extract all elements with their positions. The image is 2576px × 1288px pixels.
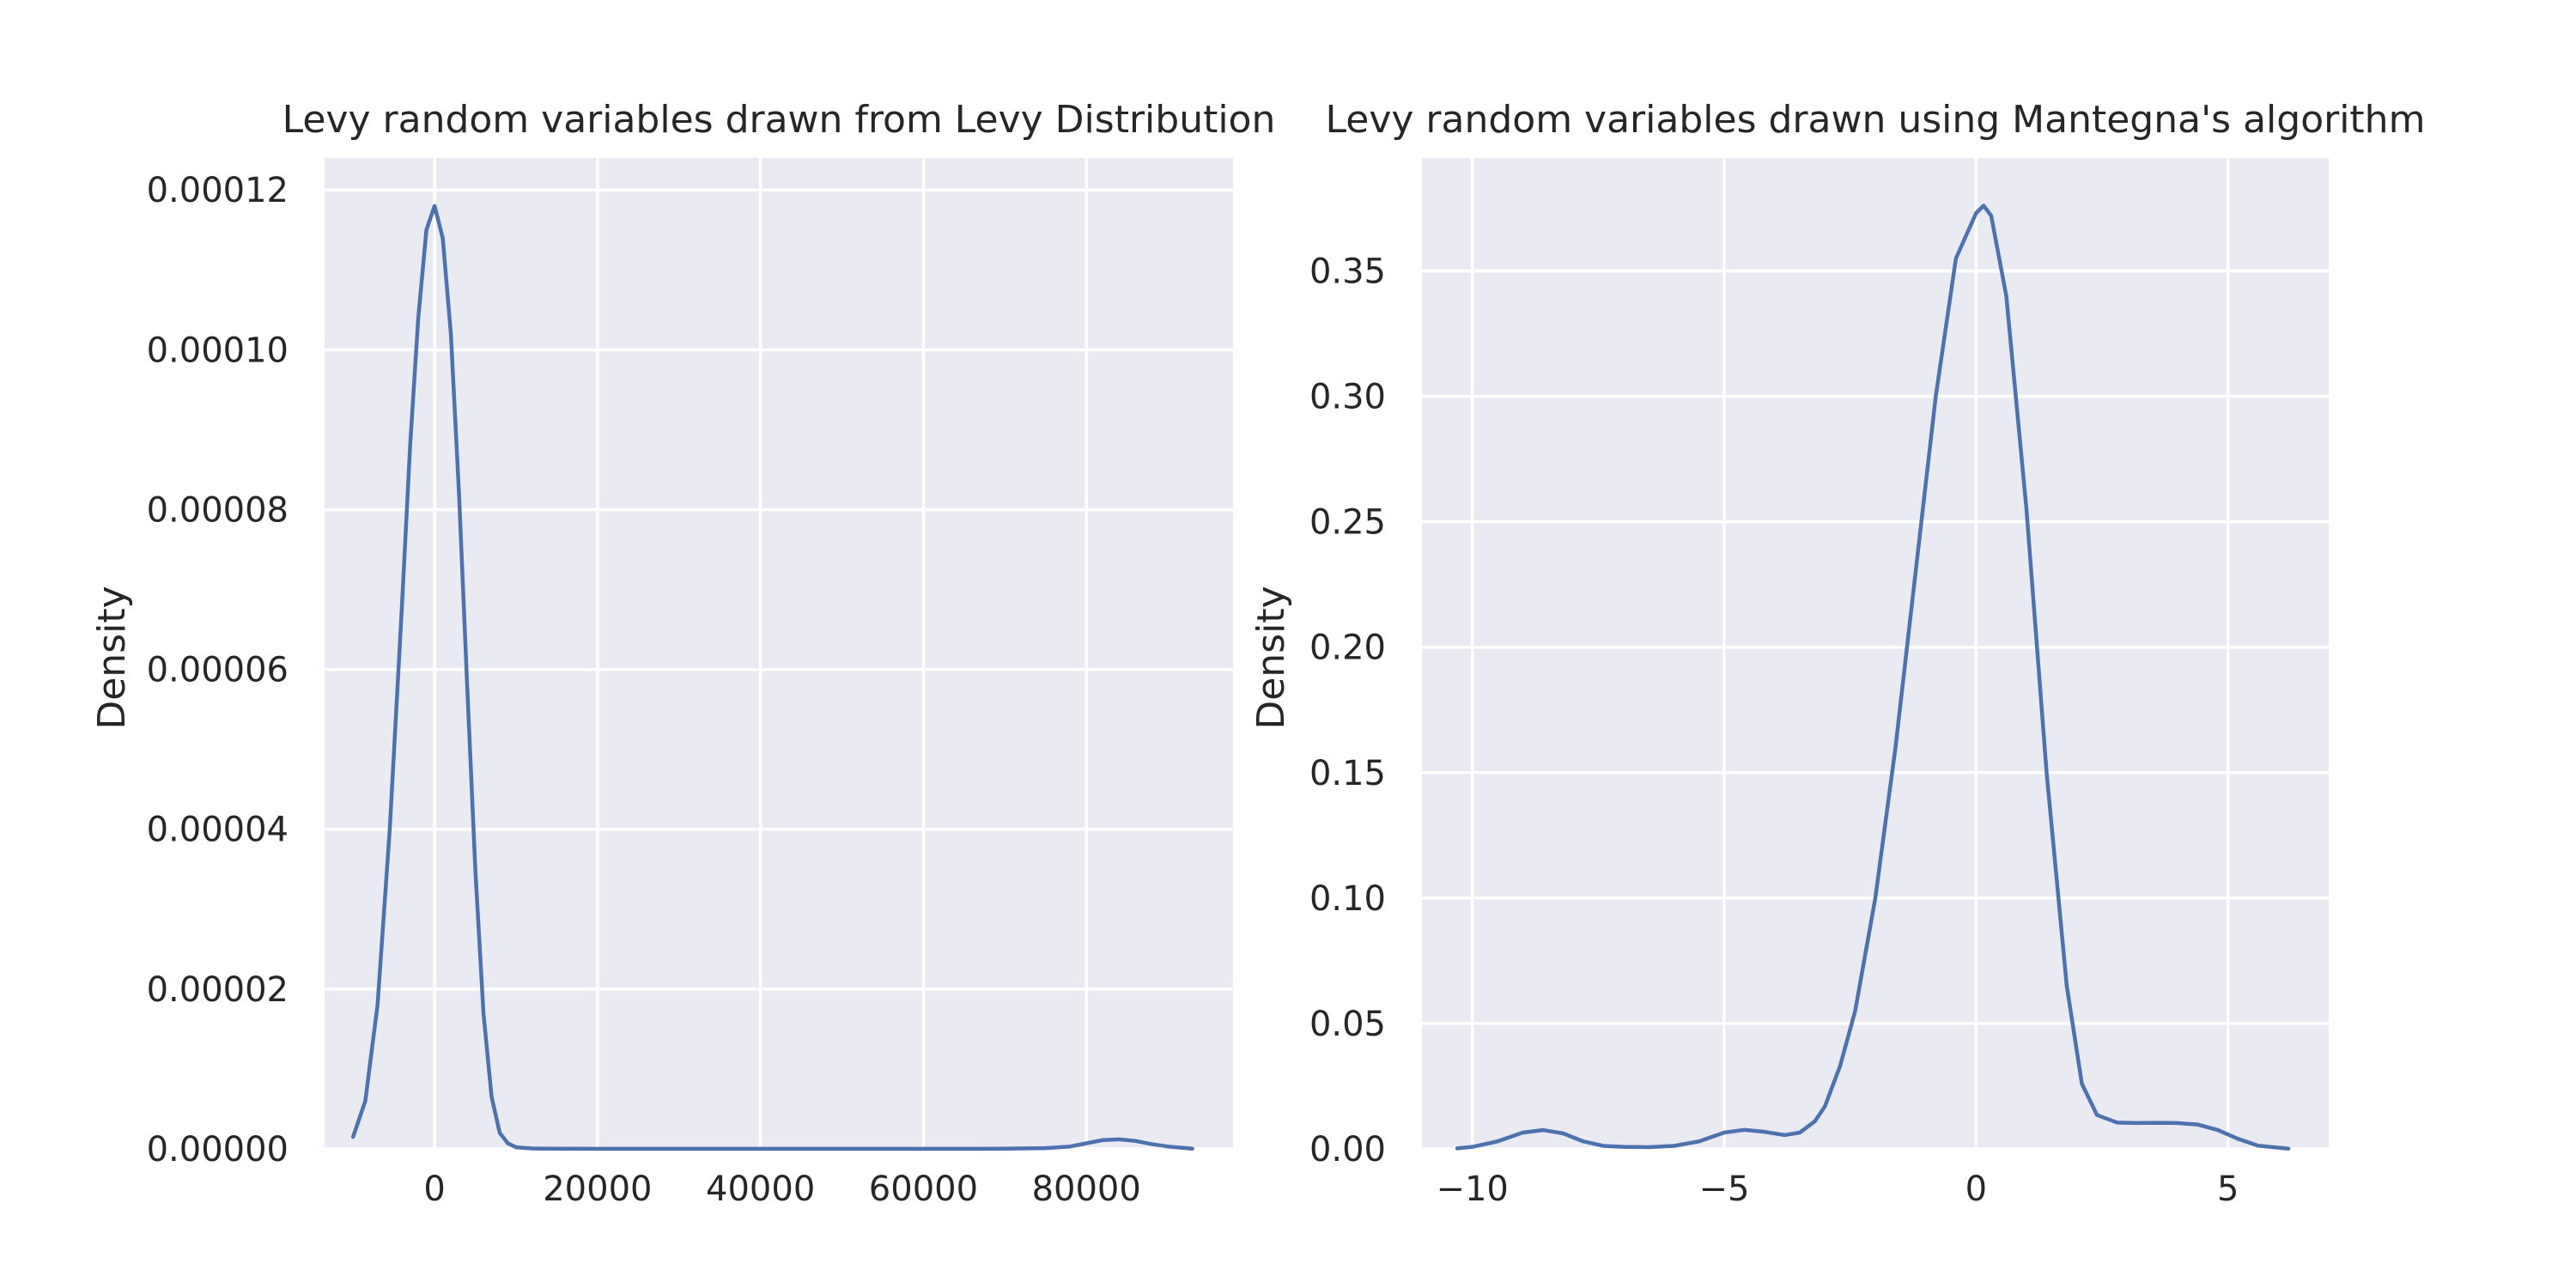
x-tick-label: 40000: [706, 1170, 815, 1209]
x-tick-label: 80000: [1032, 1170, 1141, 1209]
density-curve: [350, 204, 1194, 1151]
y-tick-label: 0.00002: [147, 970, 289, 1010]
y-tick-label: 0.00006: [147, 651, 289, 690]
y-tick-label: 0.00: [1309, 1130, 1386, 1170]
chart-panel-levy-distribution: 0 20000 40000 60000 80000 0.00000 0.00002 0.000…: [90, 98, 1275, 1209]
plot-area: [1422, 158, 2329, 1149]
y-tick-label: 0.20: [1309, 629, 1386, 668]
x-tick-label: 60000: [869, 1170, 978, 1209]
tick-labels: 0 20000 40000 60000 80000 0.00000 0.00002 0.000…: [147, 171, 1141, 1209]
plot-area: [325, 158, 1233, 1149]
y-tick-label: 0.00010: [147, 331, 289, 370]
x-tick-label: 0: [1965, 1170, 1987, 1209]
y-tick-label: 0.00004: [147, 811, 289, 850]
series-layer: [350, 204, 1194, 1151]
density-curve: [1455, 204, 2291, 1151]
y-tick-label: 0.00012: [147, 171, 289, 210]
y-axis-label: Density: [90, 586, 134, 729]
x-tick-label: 0: [423, 1170, 445, 1209]
y-tick-label: 0.35: [1309, 252, 1386, 291]
x-tick-label: 5: [2217, 1170, 2239, 1209]
y-tick-label: 0.15: [1309, 754, 1386, 793]
gridlines: [1422, 158, 2329, 1151]
x-tick-label: −5: [1699, 1170, 1750, 1209]
y-tick-label: 0.00000: [147, 1130, 289, 1170]
chart-title: Levy random variables drawn from Levy Di…: [283, 98, 1276, 142]
y-tick-label: 0.30: [1309, 378, 1386, 417]
y-tick-label: 0.10: [1309, 879, 1386, 919]
chart-panel-mantegna-algorithm: −10 −5 0 50.000.050.100.150.200.250.300.35 …: [1249, 98, 2425, 1209]
x-tick-label: 20000: [543, 1170, 652, 1209]
gridlines: [325, 158, 1233, 1151]
y-tick-label: 0.05: [1309, 1005, 1386, 1044]
chart-title: Levy random variables drawn using Manteg…: [1326, 98, 2426, 142]
x-tick-label: −10: [1436, 1170, 1508, 1209]
y-axis-label: Density: [1249, 586, 1293, 729]
series-layer: [1455, 204, 2291, 1151]
y-tick-label: 0.25: [1309, 503, 1386, 543]
y-tick-label: 0.00008: [147, 490, 289, 530]
tick-labels: −10 −5 0 5 0.00 0.05 0.10 0.15 0.20 0.25 0.30 0.35: [1309, 252, 2239, 1209]
